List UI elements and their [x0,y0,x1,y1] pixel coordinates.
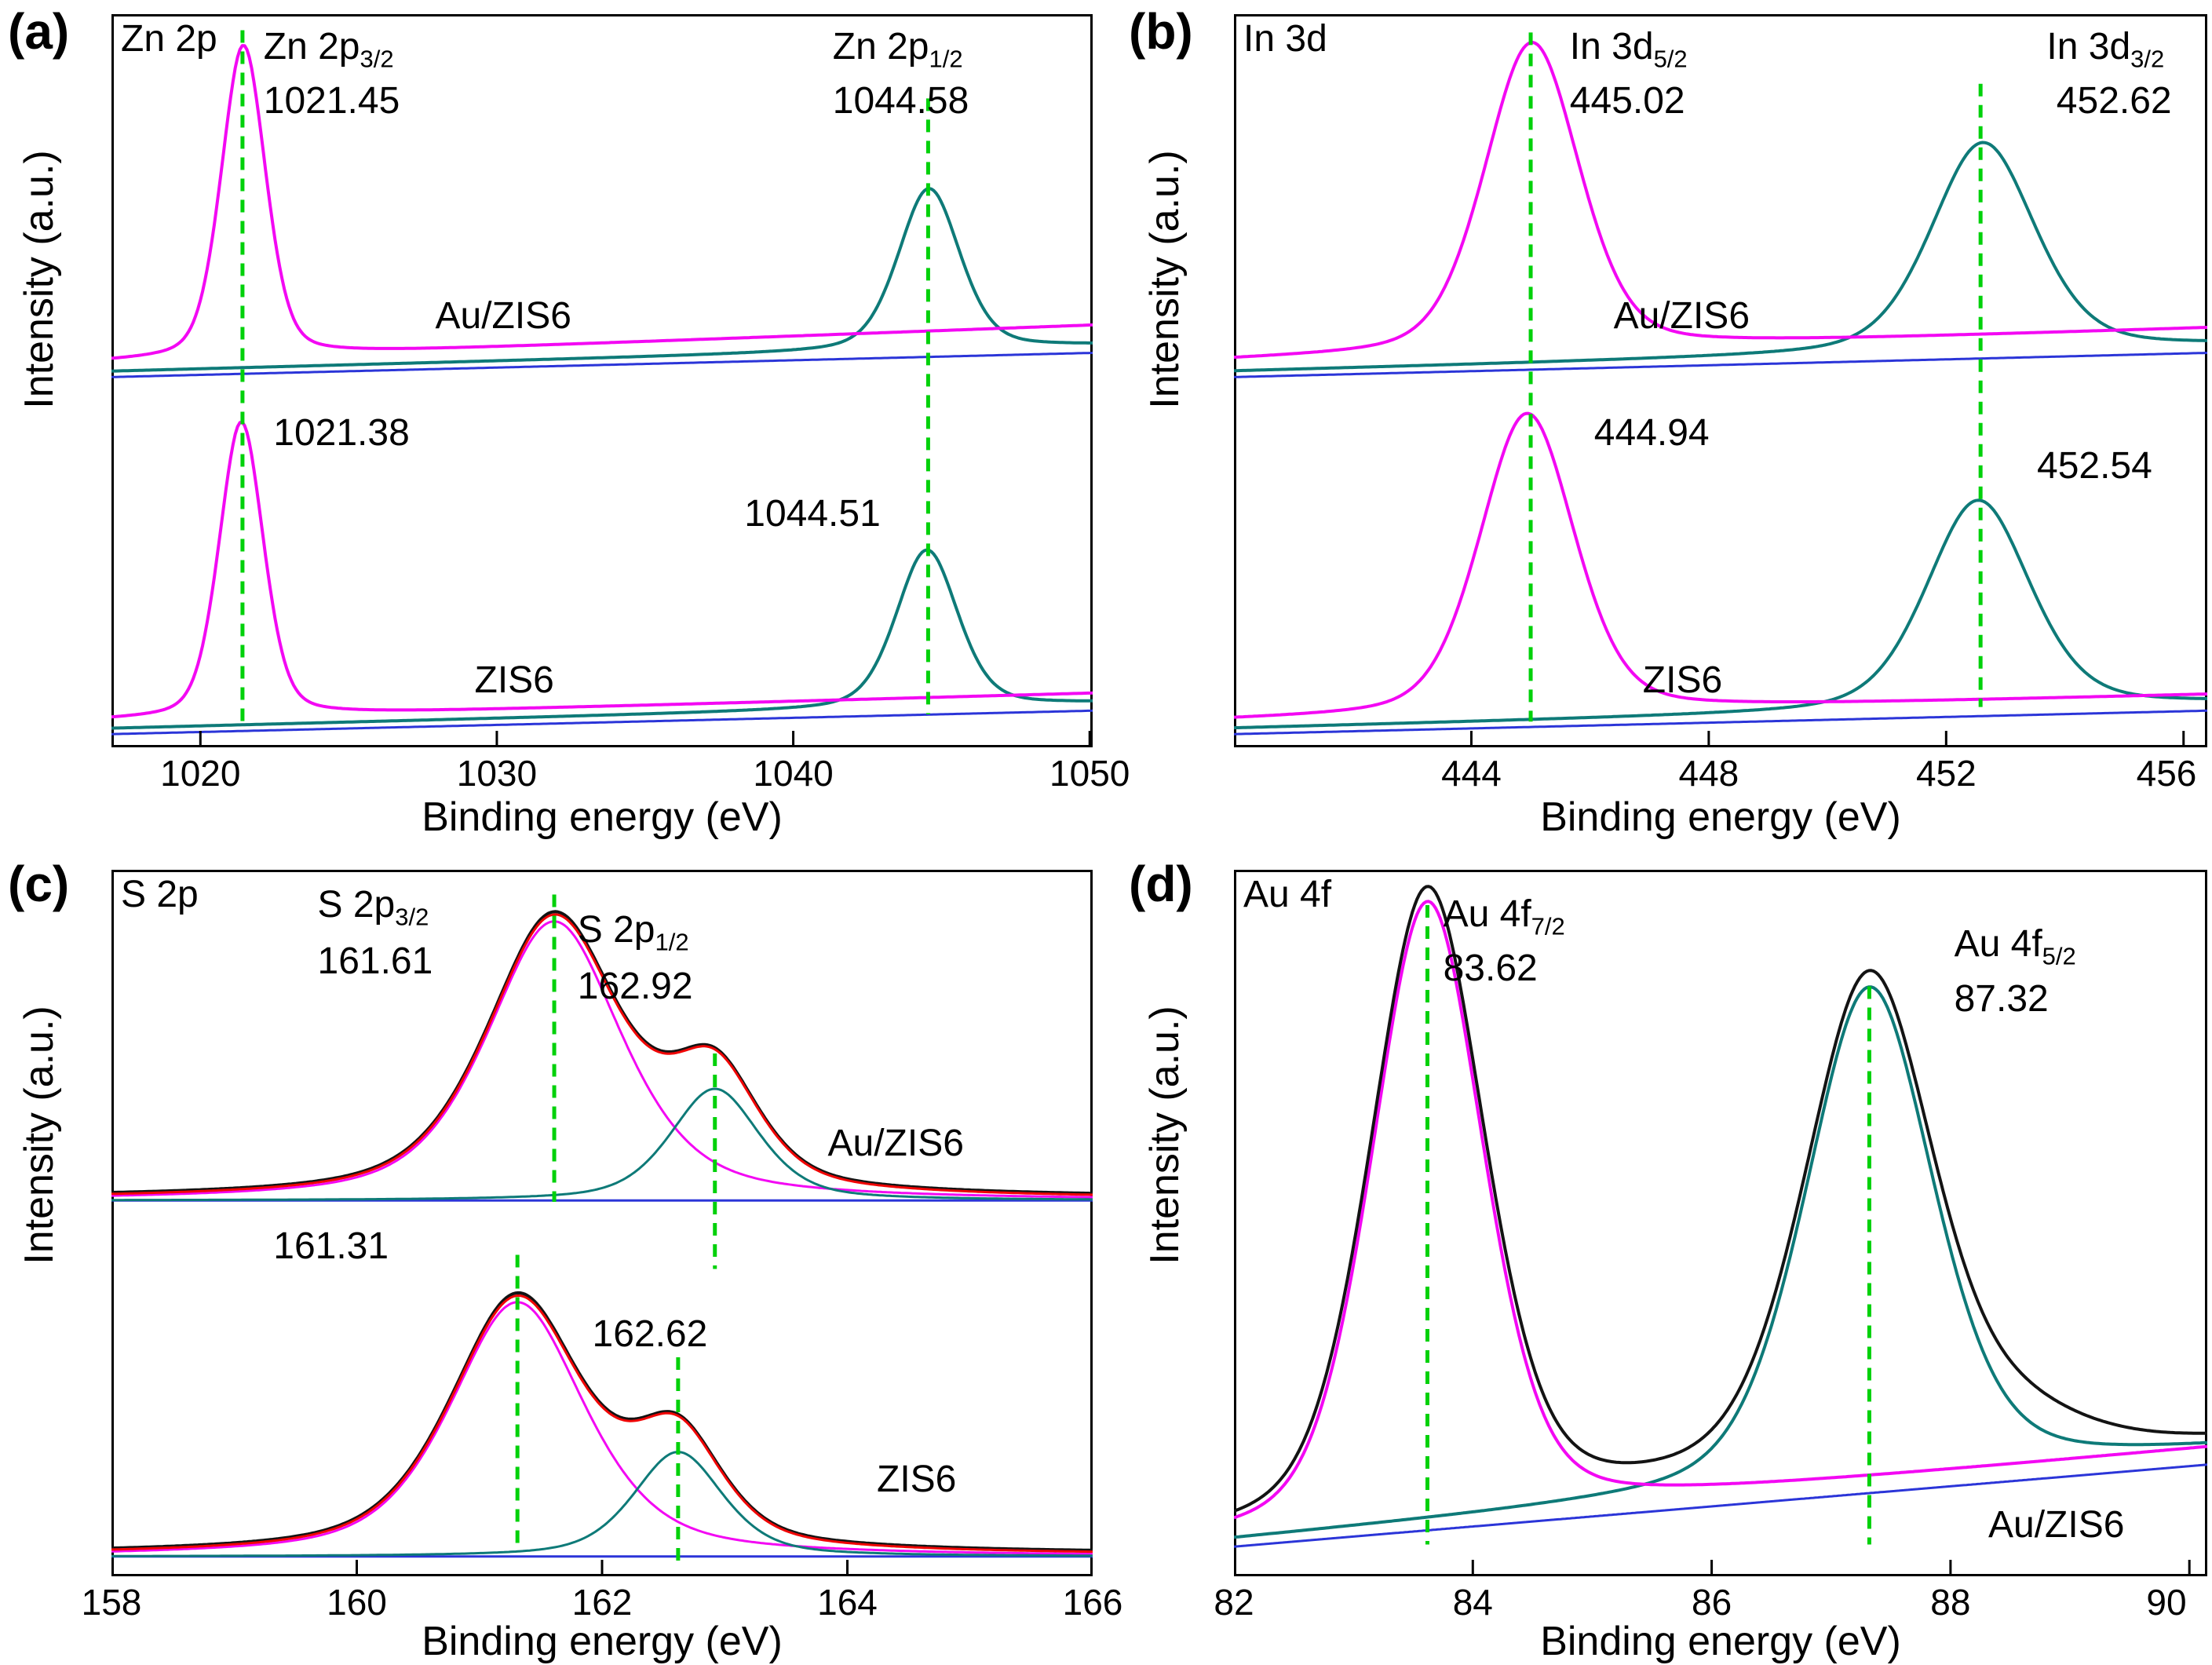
x-axis-title: Binding energy (eV) [1540,794,1901,840]
x-tick-label: 1050 [1049,753,1130,794]
axis-frame [1234,870,2207,1576]
annotation: 162.92 [577,966,693,1008]
annotation: S 2p1/2 [577,909,689,956]
axis-frame [111,870,1093,1576]
x-tick-label: 162 [571,1582,633,1623]
x-tick-label: 82 [1214,1582,1254,1623]
annotation: 452.54 [2037,445,2152,487]
x-tick-label: 452 [1915,753,1977,794]
spectrum-curve-blue [1234,709,2207,736]
panel-letter-a: (a) [8,3,70,60]
annotation: 83.62 [1443,947,1538,989]
annotation: Zn 2p3/2 [263,25,394,73]
x-axis-title: Binding energy (eV) [1540,1619,1901,1664]
y-axis-title: Intensity (a.u.) [16,1006,62,1265]
annotation: 1021.38 [273,412,410,455]
x-tick-label: 1040 [753,753,834,794]
spectrum-curve-red [111,913,1093,1196]
annotation: 1044.51 [744,492,881,535]
annotation: Zn 2p1/2 [832,25,963,73]
element-label-b: In 3d [1243,18,1327,60]
annotation: In 3d3/2 [2046,25,2165,73]
annotation: 87.32 [1954,977,2049,1020]
spectrum-curve-blue [111,709,1093,736]
element-label-a: Zn 2p [121,18,217,60]
annotation: Au/ZIS6 [435,294,571,337]
spectrum-curve-blue [1234,352,2207,378]
spectrum-curve-magenta [111,1301,1093,1555]
plot-area-c: S 2p S 2p3/2 161.61 S 2p1/2 162.92 Au/ZIS6 16… [111,870,1093,1576]
annotation: ZIS6 [877,1458,957,1500]
spectrum-curve-magenta [1234,41,2207,359]
annotation: Au/ZIS6 [827,1123,964,1164]
annotation: 452.62 [2056,79,2172,122]
annotation: In 3d5/2 [1569,25,1688,73]
annotation: ZIS6 [1642,659,1723,701]
annotation: 162.62 [592,1313,708,1355]
spectrum-curve-teal [111,1451,1093,1557]
annotation: Au 4f5/2 [1954,923,2076,970]
plot-area-d: Au 4f Au 4f7/2 83.62 Au 4f5/2 87.32 Au/ZIS6 [1234,870,2207,1576]
spectrum-curve-black [1234,885,2207,1513]
annotation: Au/ZIS6 [1613,294,1750,337]
spectrum-curve-black [111,1291,1093,1552]
x-tick-label: 1030 [456,753,538,794]
x-axis-title: Binding energy (eV) [422,1619,783,1664]
spectra-plot-a [111,14,1093,747]
spectrum-curve-teal [1234,141,2207,373]
element-label-d: Au 4f [1243,874,1332,915]
y-axis-title: Intensity (a.u.) [16,150,62,409]
x-axis-title: Binding energy (eV) [422,794,783,840]
x-tick-label: 160 [327,1582,387,1623]
x-tick-label: 448 [1678,753,1739,794]
axis-frame [111,14,1093,747]
spectrum-curve-magenta [111,44,1093,360]
y-axis-title: Intensity (a.u.) [1142,150,1188,409]
spectrum-curve-magenta [111,920,1093,1199]
spectrum-curve-teal [1234,498,2207,730]
x-tick-label: 86 [1691,1582,1732,1623]
x-tick-label: 444 [1441,753,1502,794]
x-tick-label: 88 [1930,1582,1971,1623]
annotation: 161.31 [273,1225,389,1267]
x-tick-label: 164 [817,1582,878,1623]
annotation: 445.02 [1569,79,1685,122]
annotation: ZIS6 [474,659,554,701]
annotation: S 2p3/2 [317,883,429,931]
annotation: 444.94 [1593,412,1710,455]
element-label-c: S 2p [121,874,199,915]
spectrum-curve-teal [1234,985,2207,1539]
x-tick-label: 456 [2136,753,2197,794]
spectrum-curve-magenta [111,420,1093,719]
spectra-plot-c [111,870,1093,1576]
spectrum-curve-magenta [1234,411,2207,719]
y-axis-title: Intensity (a.u.) [1142,1006,1188,1265]
spectra-plot-d [1234,870,2207,1576]
x-tick-label: 166 [1062,1582,1123,1623]
x-tick-label: 158 [81,1582,142,1623]
plot-area-b: In 3d In 3d5/2 445.02 In 3d3/2 452.62 Au/ZIS… [1234,14,2207,747]
annotation: Au 4f7/2 [1443,893,1565,940]
panel-letter-b: (b) [1129,3,1193,60]
spectrum-curve-red [111,1294,1093,1554]
spectrum-curve-magenta [1234,900,2207,1520]
x-tick-label: 84 [1452,1582,1493,1623]
annotation: Au/ZIS6 [1988,1504,2125,1546]
panel-letter-c: (c) [8,856,70,912]
x-tick-label: 1020 [160,753,241,794]
panel-letter-d: (d) [1129,856,1193,912]
spectrum-curve-blue [1234,1463,2207,1548]
spectra-plot-b [1234,14,2207,747]
plot-area-a: Zn 2p Zn 2p3/2 1021.45 Zn 2p1/2 1044.58 Au/Z… [111,14,1093,747]
annotation: 161.61 [317,940,433,982]
spectrum-curve-teal [111,548,1093,730]
annotation: 1044.58 [832,79,969,122]
axis-frame [1234,14,2207,747]
spectrum-curve-teal [111,1087,1093,1202]
annotation: 1021.45 [263,79,400,122]
x-tick-label: 90 [2146,1582,2187,1623]
